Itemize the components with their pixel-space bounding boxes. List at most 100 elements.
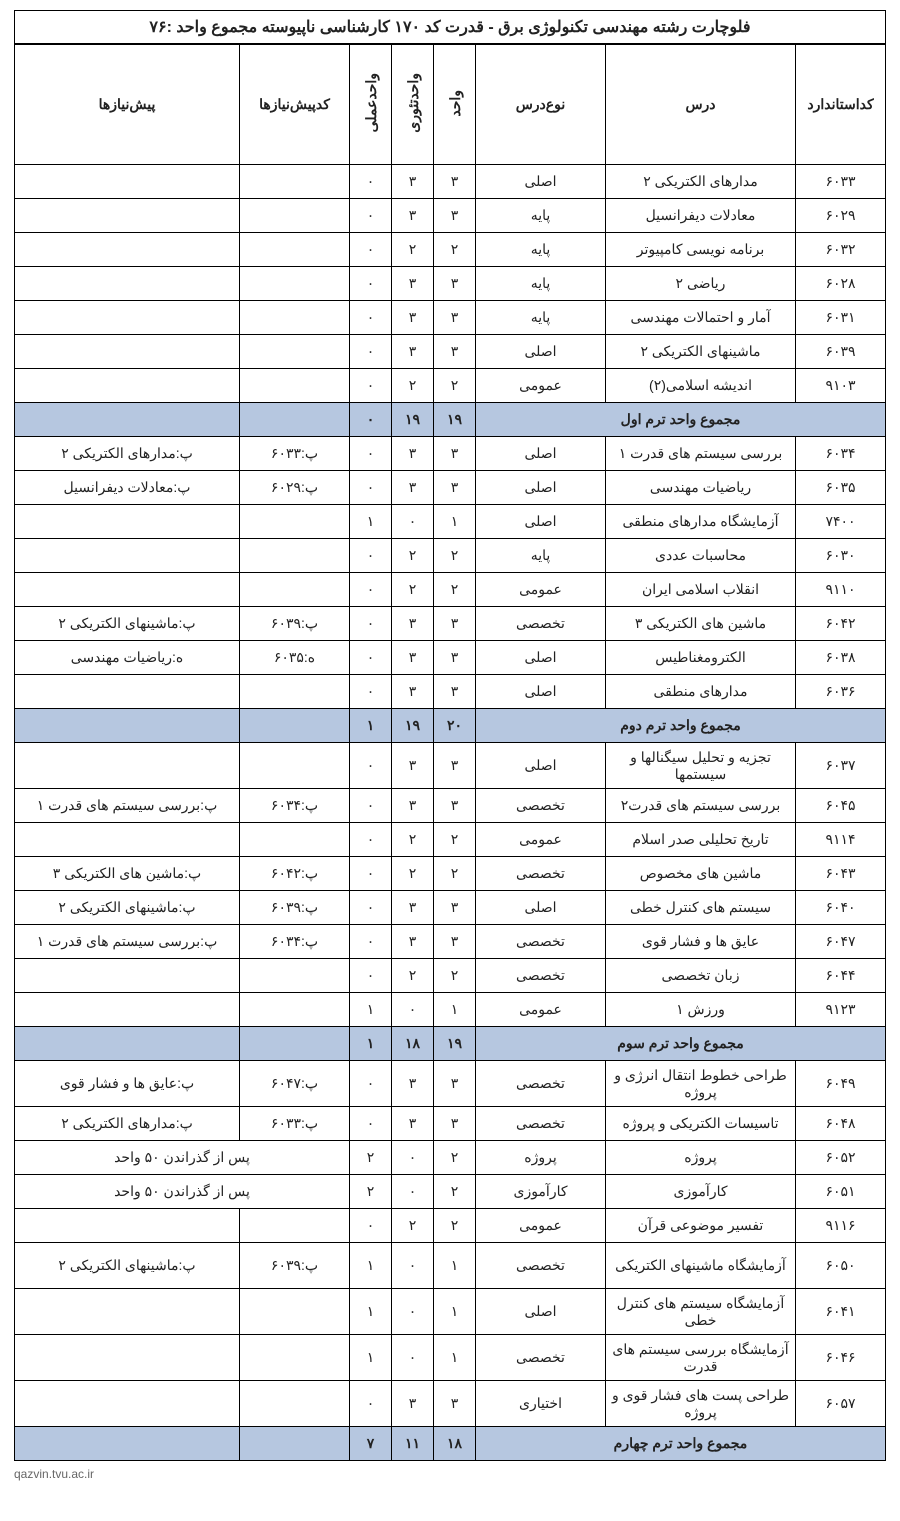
cell-unit: ۳ — [434, 165, 476, 199]
cell-prereq — [15, 539, 240, 573]
cell-prereq: پ:ماشینهای الکتریکی ۲ — [15, 607, 240, 641]
cell-type: اصلی — [476, 675, 606, 709]
cell-practical: ۱ — [350, 1243, 392, 1289]
summary-u: ۱۹ — [434, 1027, 476, 1061]
cell-prereq — [15, 573, 240, 607]
table-row: ۶۰۴۷عایق ها و فشار قویتخصصی۳۳۰پ:۶۰۳۴پ:بر… — [15, 925, 886, 959]
cell-course: ماشین های الکتریکی ۳ — [606, 607, 796, 641]
cell-course: مدارهای الکتریکی ۲ — [606, 165, 796, 199]
cell-prereq-span: پس از گذراندن ۵۰ واحد — [15, 1175, 350, 1209]
col-unit: واحد — [434, 45, 476, 165]
cell-course: معادلات دیفرانسیل — [606, 199, 796, 233]
table-row: ۹۱۰۳اندیشه اسلامی(۲)عمومی۲۲۰ — [15, 369, 886, 403]
cell-precode: پ:۶۰۳۴ — [240, 925, 350, 959]
table-row: ۶۰۲۸ریاضی ۲پایه۳۳۰ — [15, 267, 886, 301]
cell-code: ۶۰۴۶ — [796, 1335, 886, 1381]
cell-theory: ۰ — [392, 993, 434, 1027]
cell-precode: پ:۶۰۳۳ — [240, 1107, 350, 1141]
cell-type: عمومی — [476, 369, 606, 403]
summary-empty — [240, 1427, 350, 1461]
header-row: کداستاندارد درس نوع‌درس واحد واحدتئوری و… — [15, 45, 886, 165]
cell-type: تخصصی — [476, 1061, 606, 1107]
cell-precode: ه:۶۰۳۵ — [240, 641, 350, 675]
cell-practical: ۰ — [350, 959, 392, 993]
summary-row: مجموع واحد ترم چهارم۱۸۱۱۷ — [15, 1427, 886, 1461]
cell-prereq — [15, 505, 240, 539]
col-type: نوع‌درس — [476, 45, 606, 165]
cell-practical: ۰ — [350, 199, 392, 233]
cell-course: طراحی پست های فشار قوی و پروژه — [606, 1381, 796, 1427]
cell-code: ۶۰۵۲ — [796, 1141, 886, 1175]
cell-code: ۹۱۱۰ — [796, 573, 886, 607]
cell-precode — [240, 233, 350, 267]
cell-code: ۶۰۳۷ — [796, 743, 886, 789]
cell-code: ۶۰۴۷ — [796, 925, 886, 959]
cell-theory: ۲ — [392, 1209, 434, 1243]
cell-code: ۶۰۴۳ — [796, 857, 886, 891]
cell-precode: پ:۶۰۴۷ — [240, 1061, 350, 1107]
cell-practical: ۰ — [350, 641, 392, 675]
cell-theory: ۰ — [392, 1289, 434, 1335]
table-row: ۶۰۴۶آزمایشگاه بررسی سیستم های قدرتتخصصی۱… — [15, 1335, 886, 1381]
cell-theory: ۲ — [392, 539, 434, 573]
cell-prereq: پ:مدارهای الکتریکی ۲ — [15, 437, 240, 471]
cell-type: تخصصی — [476, 857, 606, 891]
cell-course: بررسی سیستم های قدرت۲ — [606, 789, 796, 823]
cell-practical: ۰ — [350, 675, 392, 709]
table-row: ۶۰۳۷تجزیه و تحلیل سیگنالها و سیستمهااصلی… — [15, 743, 886, 789]
cell-theory: ۳ — [392, 607, 434, 641]
cell-course: الکترومغناطیس — [606, 641, 796, 675]
cell-theory: ۳ — [392, 471, 434, 505]
cell-code: ۶۰۲۸ — [796, 267, 886, 301]
cell-theory: ۲ — [392, 573, 434, 607]
cell-practical: ۱ — [350, 993, 392, 1027]
table-row: ۶۰۳۸الکترومغناطیساصلی۳۳۰ه:۶۰۳۵ه:ریاضیات … — [15, 641, 886, 675]
table-row: ۶۰۲۹معادلات دیفرانسیلپایه۳۳۰ — [15, 199, 886, 233]
cell-prereq-span: پس از گذراندن ۵۰ واحد — [15, 1141, 350, 1175]
cell-prereq — [15, 1209, 240, 1243]
cell-unit: ۲ — [434, 857, 476, 891]
summary-label: مجموع واحد ترم دوم — [476, 709, 886, 743]
cell-code: ۶۰۳۳ — [796, 165, 886, 199]
cell-precode: پ:۶۰۴۲ — [240, 857, 350, 891]
cell-course: زبان تخصصی — [606, 959, 796, 993]
table-row: ۶۰۳۲برنامه نویسی کامپیوترپایه۲۲۰ — [15, 233, 886, 267]
summary-label: مجموع واحد ترم سوم — [476, 1027, 886, 1061]
cell-theory: ۳ — [392, 1381, 434, 1427]
cell-prereq — [15, 675, 240, 709]
cell-type: اصلی — [476, 505, 606, 539]
cell-code: ۶۰۵۰ — [796, 1243, 886, 1289]
table-row: ۶۰۳۶مدارهای منطقیاصلی۳۳۰ — [15, 675, 886, 709]
cell-theory: ۳ — [392, 267, 434, 301]
col-practical: واحدعملی — [350, 45, 392, 165]
cell-prereq — [15, 267, 240, 301]
cell-course: ریاضیات مهندسی — [606, 471, 796, 505]
cell-course: تاسیسات الکتریکی و پروژه — [606, 1107, 796, 1141]
cell-practical: ۰ — [350, 1381, 392, 1427]
col-code: کداستاندارد — [796, 45, 886, 165]
cell-theory: ۳ — [392, 165, 434, 199]
cell-precode — [240, 959, 350, 993]
cell-theory: ۳ — [392, 891, 434, 925]
cell-type: عمومی — [476, 1209, 606, 1243]
cell-theory: ۲ — [392, 857, 434, 891]
cell-precode: پ:۶۰۳۴ — [240, 789, 350, 823]
table-row: ۶۰۴۵بررسی سیستم های قدرت۲تخصصی۳۳۰پ:۶۰۳۴پ… — [15, 789, 886, 823]
cell-precode — [240, 675, 350, 709]
cell-prereq — [15, 959, 240, 993]
cell-practical: ۰ — [350, 165, 392, 199]
cell-unit: ۲ — [434, 1175, 476, 1209]
cell-type: عمومی — [476, 823, 606, 857]
cell-prereq — [15, 199, 240, 233]
cell-prereq — [15, 1381, 240, 1427]
cell-precode — [240, 1209, 350, 1243]
cell-code: ۶۰۴۱ — [796, 1289, 886, 1335]
table-row: ۶۰۳۳مدارهای الکتریکی ۲اصلی۳۳۰ — [15, 165, 886, 199]
cell-type: پایه — [476, 233, 606, 267]
cell-code: ۶۰۳۱ — [796, 301, 886, 335]
cell-practical: ۰ — [350, 539, 392, 573]
summary-empty — [15, 403, 240, 437]
cell-precode — [240, 165, 350, 199]
cell-theory: ۰ — [392, 1175, 434, 1209]
cell-unit: ۱ — [434, 1243, 476, 1289]
